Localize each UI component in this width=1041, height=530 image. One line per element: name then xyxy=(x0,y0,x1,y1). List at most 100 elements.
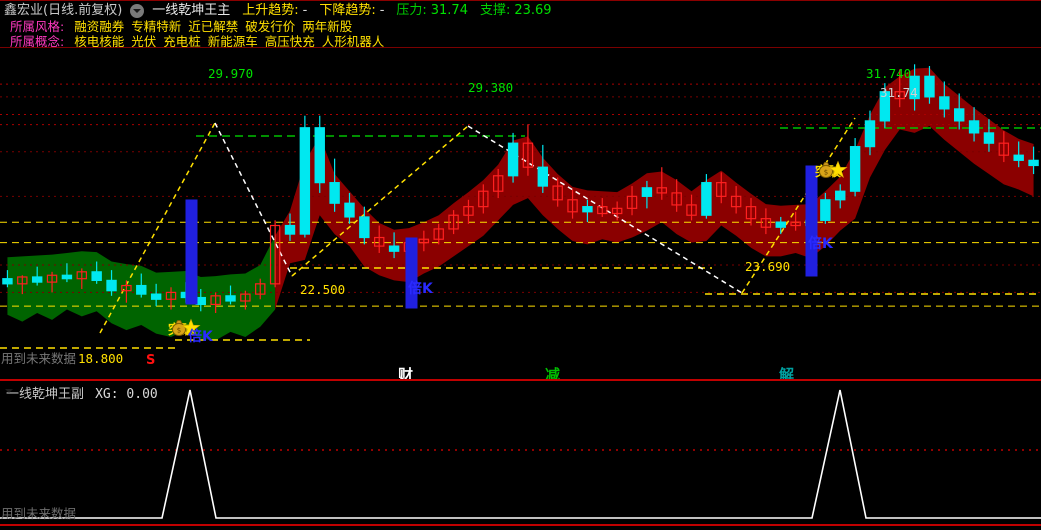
candle xyxy=(463,199,474,224)
style-tag-1[interactable]: 专精特新 xyxy=(131,19,182,34)
candle xyxy=(537,144,549,193)
multi-k-bar-2 xyxy=(805,165,818,277)
candle xyxy=(433,223,444,245)
price-level-label-6: 18.800 xyxy=(78,351,124,366)
breakout-signal-0[interactable]: $突破 xyxy=(168,318,201,338)
pressure-label: 压力: xyxy=(396,3,427,18)
candle xyxy=(478,184,489,214)
trend-line-1 xyxy=(214,122,293,277)
concept-tag-0[interactable]: 核电核能 xyxy=(74,34,125,49)
candle xyxy=(820,192,831,224)
sub-indicator-name[interactable]: 一线乾坤王副 xyxy=(6,387,85,402)
uptrend-value: - xyxy=(302,3,308,18)
candle xyxy=(671,179,682,212)
uptrend-label: 上升趋势: xyxy=(242,3,299,18)
candle xyxy=(924,66,935,104)
candle xyxy=(686,194,697,221)
candle xyxy=(418,230,430,252)
style-tag-2[interactable]: 近已解禁 xyxy=(188,19,239,34)
chart-watermark-2: 解 xyxy=(779,366,795,379)
header-title-row: 鑫宏业(日线.前复权) 一线乾坤王主 上升趋势: - 下降趋势: - 压力: 3… xyxy=(0,2,1041,18)
candlestick-canvas xyxy=(0,64,1041,349)
price-level-label-5: 23.690 xyxy=(745,259,791,274)
multi-k-bar-0 xyxy=(185,199,198,305)
stock-name-label[interactable]: 鑫宏业(日线.前复权) xyxy=(4,3,123,18)
svg-text:$: $ xyxy=(824,169,828,177)
pressure-value: 31.74 xyxy=(430,3,468,18)
concept-tag-3[interactable]: 新能源车 xyxy=(207,34,258,49)
indicator-name-label[interactable]: 一线乾坤王主 xyxy=(152,3,231,18)
candle xyxy=(448,210,459,235)
concept-tag-2[interactable]: 充电桩 xyxy=(163,34,201,49)
concept-tag-4[interactable]: 高压快充 xyxy=(264,34,315,49)
candle xyxy=(61,263,73,283)
candle xyxy=(968,107,980,142)
chevron-down-circle-icon[interactable] xyxy=(130,3,145,18)
candle xyxy=(165,287,177,310)
support-label: 支撑: xyxy=(479,3,511,18)
candle xyxy=(1013,141,1024,168)
main-price-chart[interactable]: 29.970 29.380 31.740 31.74 22.500 23.690 18.80… xyxy=(0,48,1041,379)
candle xyxy=(374,225,385,253)
candle xyxy=(299,115,311,238)
candle xyxy=(269,220,281,288)
candle xyxy=(106,270,117,296)
price-level-label-2: 31.740 xyxy=(866,66,912,81)
sub-indicator-canvas xyxy=(0,389,1041,526)
style-tag-4[interactable]: 两年新股 xyxy=(302,19,353,34)
style-tag-0[interactable]: 融资融券 xyxy=(74,19,125,34)
trend-line-4 xyxy=(741,117,856,294)
candle xyxy=(641,180,653,209)
candle xyxy=(611,201,623,221)
future-data-note-sub: 用到未来数据 xyxy=(1,506,77,521)
candle xyxy=(953,93,965,130)
candle xyxy=(359,206,370,245)
svg-text:$: $ xyxy=(177,327,181,335)
concept-tag-5[interactable]: 人形机器人 xyxy=(321,34,385,49)
chart-watermark-1: 减 xyxy=(545,366,561,379)
candle xyxy=(17,275,28,295)
multi-k-tag-2: 倍K xyxy=(808,236,833,252)
candle xyxy=(909,64,920,111)
trend-cloud-bull xyxy=(275,67,1034,310)
candle xyxy=(582,199,593,223)
sub-indicator-line xyxy=(0,389,1041,519)
candle xyxy=(730,186,742,214)
candle xyxy=(2,270,13,288)
sell-marker: S xyxy=(146,353,156,368)
candle xyxy=(344,192,355,224)
candle xyxy=(329,158,340,212)
sub-indicator-value: XG: 0.00 xyxy=(95,387,158,402)
candle xyxy=(864,110,876,156)
multi-k-tag-1: 倍K xyxy=(408,281,433,297)
concept-tag-1[interactable]: 光伏 xyxy=(131,34,157,49)
candle xyxy=(31,266,43,286)
downtrend-label: 下降趋势: xyxy=(319,3,376,18)
candle xyxy=(1028,146,1039,175)
concept-tags-values[interactable]: 核电核能 光伏 充电桩 新能源车 高压快充 人形机器人 xyxy=(74,34,391,49)
trend-line-0 xyxy=(99,122,216,334)
candle xyxy=(879,83,891,128)
breakout-signal-1[interactable]: $突破 xyxy=(815,160,848,180)
support-value: 23.69 xyxy=(514,3,552,18)
price-level-label-1: 29.380 xyxy=(468,80,514,95)
style-tags-row: 所属风格: 融资融券 专精特新 近已解禁 破发行价 两年新股 xyxy=(0,18,1041,34)
sub-indicator-panel[interactable]: 一线乾坤王副 XG: 0.00 用到未来数据 xyxy=(0,381,1041,530)
candle xyxy=(626,186,638,216)
trend-line-2 xyxy=(291,125,469,277)
candle xyxy=(240,290,251,310)
candle xyxy=(716,172,727,204)
candle xyxy=(121,280,132,303)
style-tags-values[interactable]: 融资融券 专精特新 近已解禁 破发行价 两年新股 xyxy=(74,19,359,34)
downtrend-value: - xyxy=(379,3,385,18)
candle xyxy=(255,278,266,300)
price-level-label-0: 29.970 xyxy=(208,66,254,81)
candle xyxy=(91,261,102,284)
candle xyxy=(835,184,846,209)
candle xyxy=(492,168,504,199)
style-tag-3[interactable]: 破发行价 xyxy=(245,19,296,34)
candle xyxy=(210,292,221,313)
candle xyxy=(656,167,667,200)
candle xyxy=(998,131,1010,163)
